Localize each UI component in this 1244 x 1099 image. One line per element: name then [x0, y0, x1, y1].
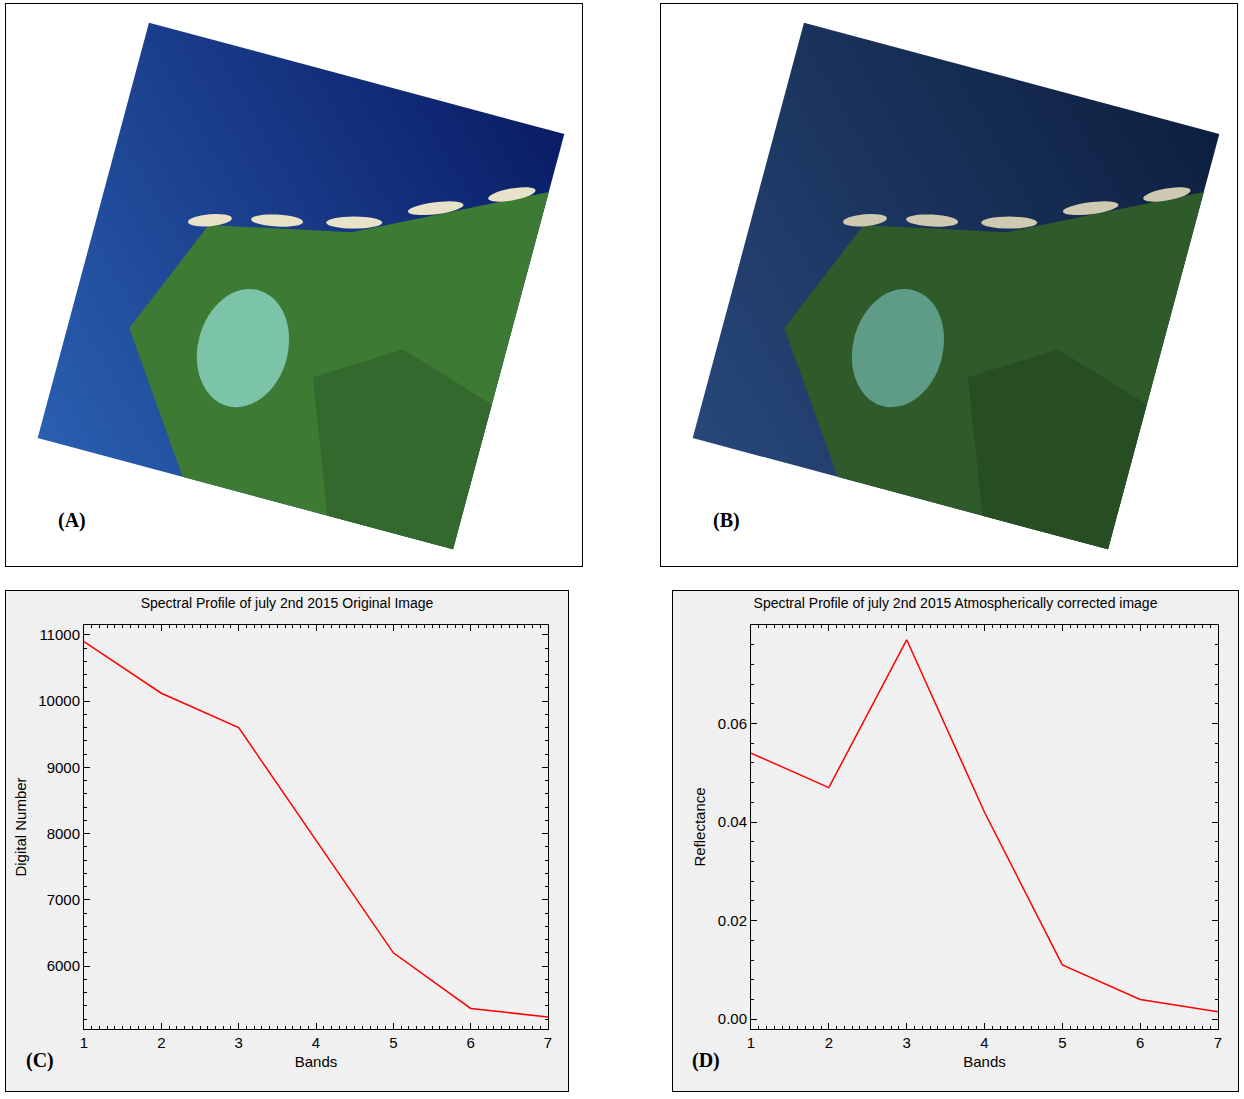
html-text:(B): (B)	[713, 509, 740, 531]
svg-text:Spectral Profile of july 2nd 2: Spectral Profile of july 2nd 2015 Atmosp…	[754, 595, 1158, 611]
svg-text:6000: 6000	[47, 957, 80, 974]
html-text:(A): (A)	[58, 509, 86, 531]
svg-text:1: 1	[80, 1034, 88, 1051]
svg-text:2: 2	[825, 1034, 833, 1051]
svg-text:10000: 10000	[38, 692, 80, 709]
svg-text:11000: 11000	[39, 626, 80, 643]
svg-text:8000: 8000	[47, 825, 80, 842]
svg-text:(D): (D)	[692, 1049, 720, 1072]
svg-text:6: 6	[1136, 1034, 1144, 1051]
svg-text:0.00: 0.00	[718, 1010, 747, 1027]
svg-text:2: 2	[157, 1034, 165, 1051]
svg-text:5: 5	[1058, 1034, 1066, 1051]
svg-text:7: 7	[1214, 1034, 1222, 1051]
svg-text:1: 1	[747, 1034, 755, 1051]
svg-text:Bands: Bands	[295, 1053, 338, 1070]
svg-text:5: 5	[389, 1034, 397, 1051]
svg-text:0.04: 0.04	[718, 813, 747, 830]
svg-text:6: 6	[466, 1034, 474, 1051]
svg-text:4: 4	[980, 1034, 988, 1051]
svg-text:Bands: Bands	[963, 1053, 1006, 1070]
svg-text:7000: 7000	[47, 891, 80, 908]
svg-text:4: 4	[312, 1034, 320, 1051]
svg-text:0.06: 0.06	[718, 715, 747, 732]
svg-text:(C): (C)	[26, 1049, 54, 1072]
svg-text:9000: 9000	[47, 759, 80, 776]
svg-text:7: 7	[544, 1034, 552, 1051]
svg-text:3: 3	[902, 1034, 910, 1051]
svg-text:Spectral Profile of july 2nd 2: Spectral Profile of july 2nd 2015 Origin…	[141, 595, 434, 611]
svg-text:0.02: 0.02	[718, 912, 747, 929]
svg-text:Digital Number: Digital Number	[12, 777, 29, 876]
svg-text:3: 3	[234, 1034, 242, 1051]
svg-text:Reflectance: Reflectance	[691, 787, 708, 866]
